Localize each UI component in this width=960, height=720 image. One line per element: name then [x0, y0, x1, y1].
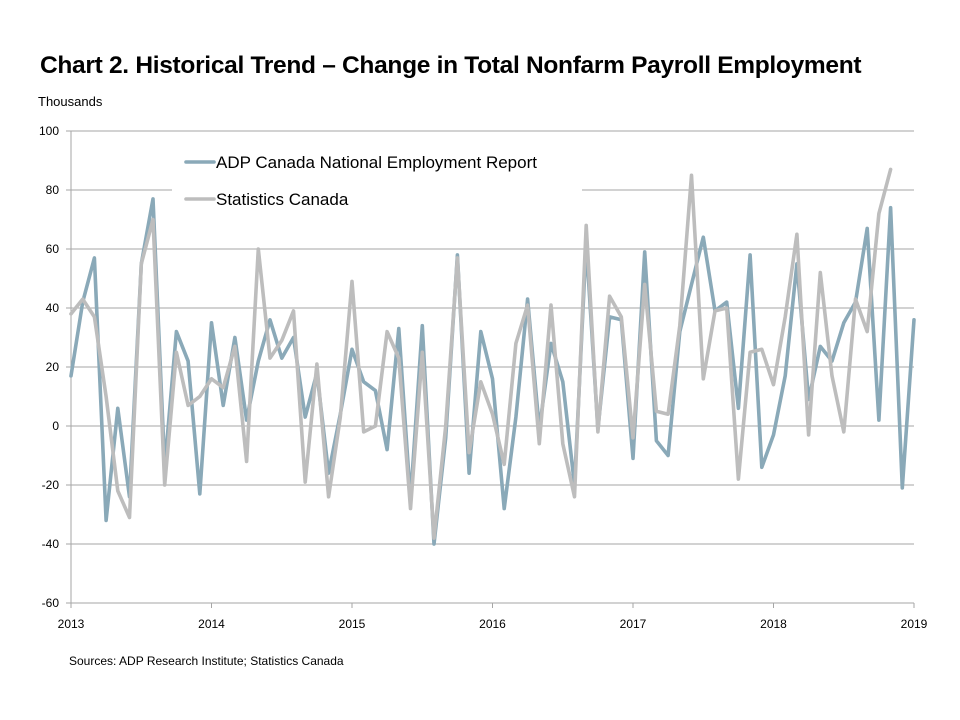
y-tick-label: 100	[39, 124, 59, 138]
y-tick-label: 60	[46, 242, 60, 256]
source-note: Sources: ADP Research Institute; Statist…	[69, 654, 344, 668]
legend-entry: Statistics Canada	[216, 190, 349, 209]
y-tick-label: 80	[46, 183, 60, 197]
y-tick-label: -60	[42, 596, 60, 610]
x-tick-label: 2019	[901, 617, 928, 631]
legend-entry: ADP Canada National Employment Report	[216, 153, 537, 172]
legend: ADP Canada National Employment Report Sta…	[172, 143, 582, 217]
x-tick-label: 2018	[760, 617, 787, 631]
series-line-2	[69, 167, 893, 540]
x-tick-label: 2015	[339, 617, 366, 631]
series-lines	[69, 167, 916, 546]
y-tick-label: 40	[46, 301, 60, 315]
x-tick-label: 2017	[620, 617, 647, 631]
y-tick-label: -40	[42, 537, 60, 551]
chart-title: Chart 2. Historical Trend – Change in To…	[40, 52, 862, 79]
series-line-1	[69, 197, 916, 546]
y-tick-label: 20	[46, 360, 60, 374]
legend-box	[172, 143, 582, 217]
y-axis-unit-label: Thousands	[38, 94, 103, 109]
axes: -60 -40 -20 0 20 40 60 80 100 2013 2014 2015 2016 201…	[39, 124, 928, 631]
y-tick-label: -20	[42, 478, 60, 492]
x-tick-label: 2013	[58, 617, 85, 631]
x-tick-label: 2014	[198, 617, 225, 631]
x-tick-label: 2016	[479, 617, 506, 631]
y-tick-label: 0	[52, 419, 59, 433]
